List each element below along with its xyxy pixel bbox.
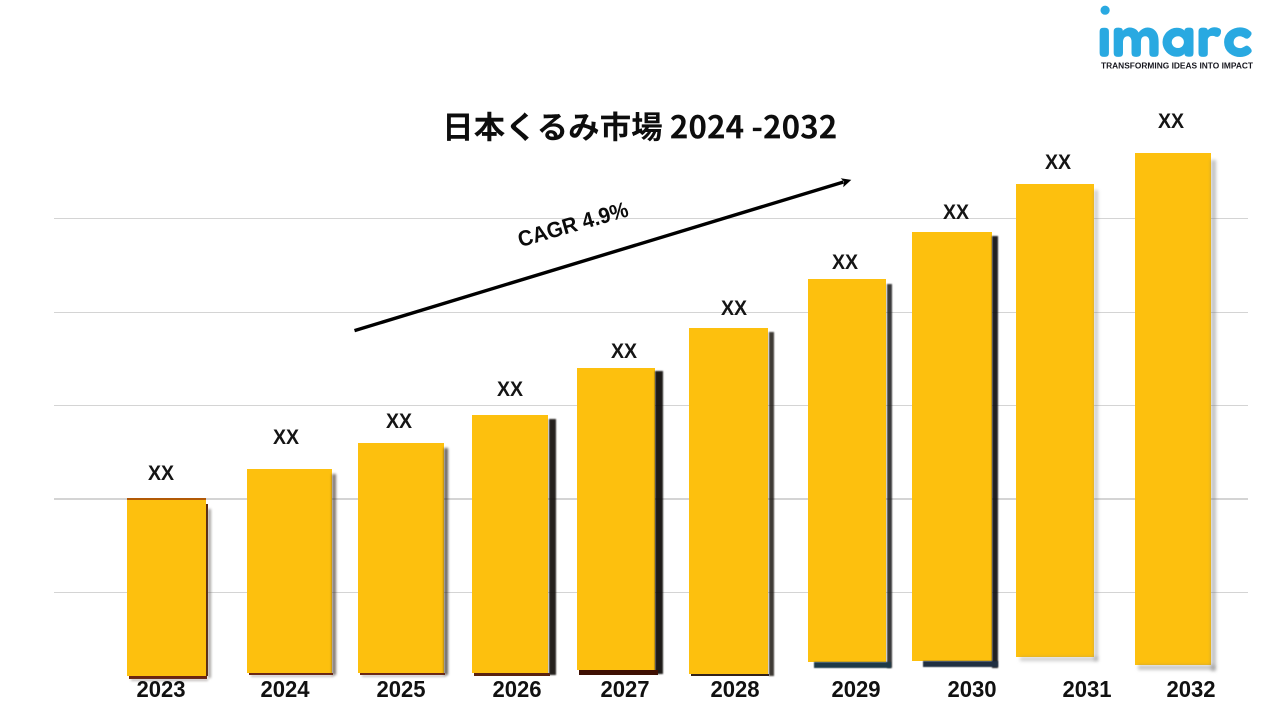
svg-text:TRANSFORMING IDEAS INTO IMPACT: TRANSFORMING IDEAS INTO IMPACT [1101, 60, 1254, 70]
